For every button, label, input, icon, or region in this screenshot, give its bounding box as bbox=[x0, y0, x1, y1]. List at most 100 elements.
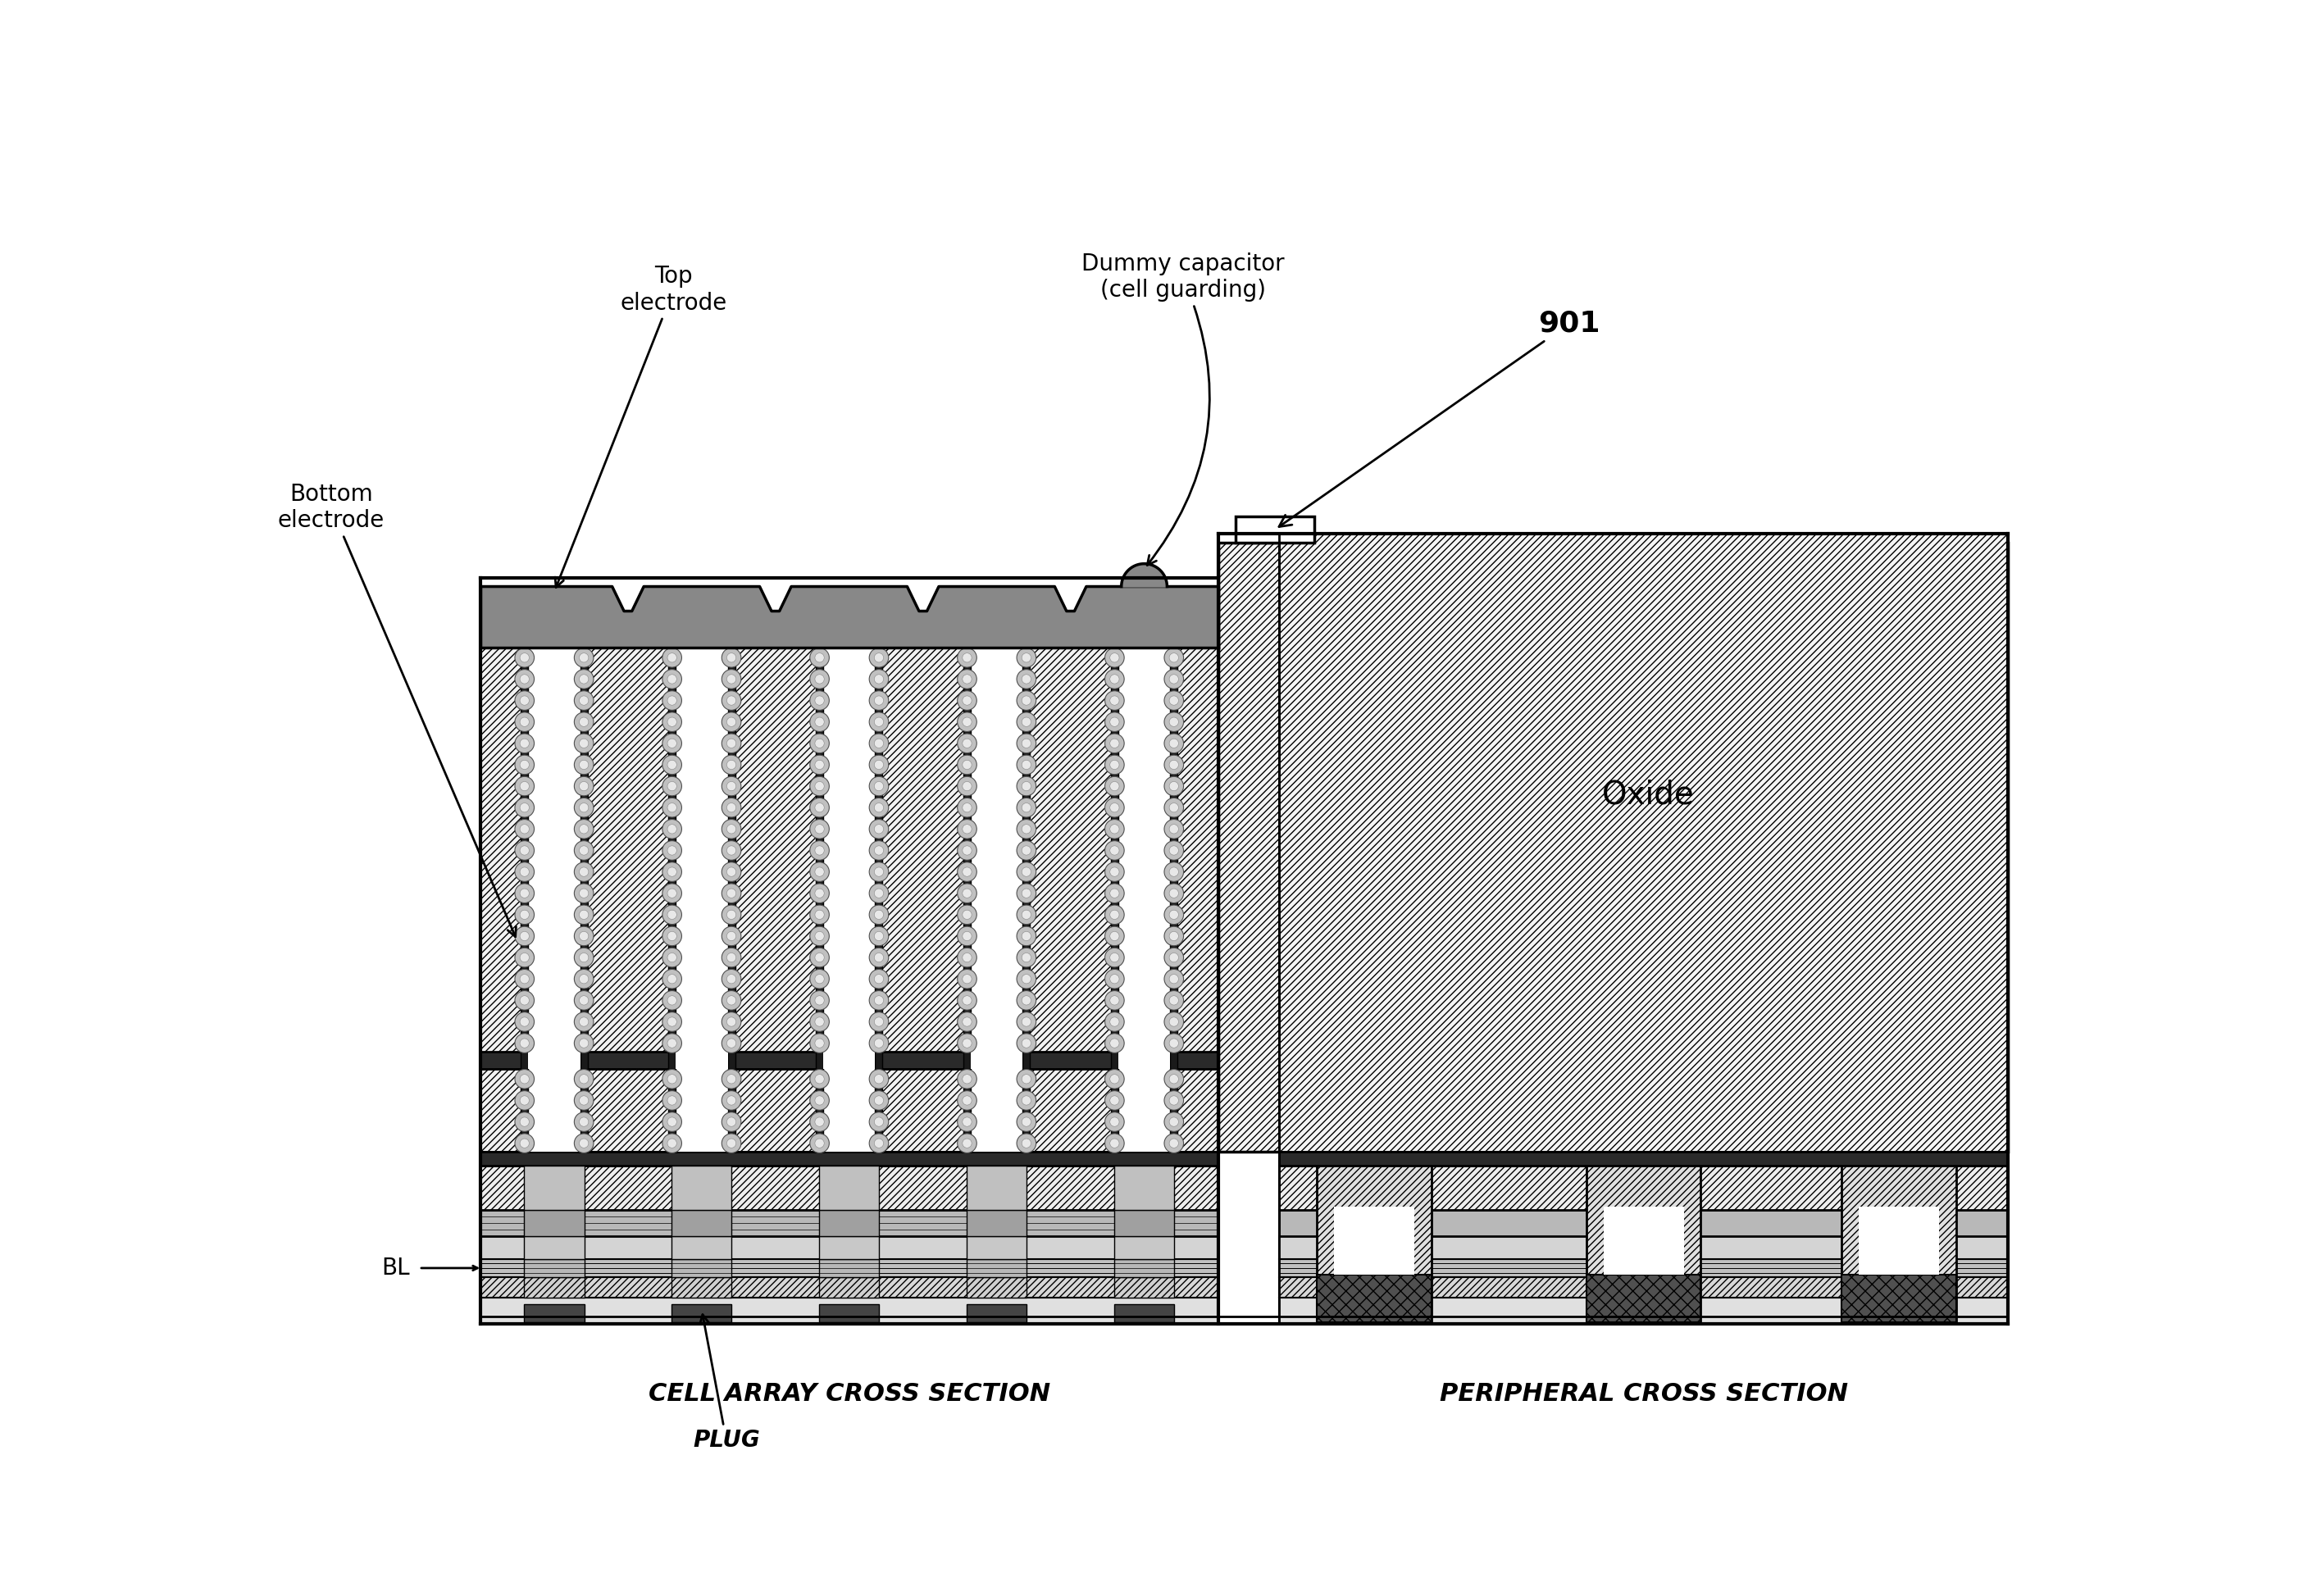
Circle shape bbox=[1106, 862, 1124, 881]
Circle shape bbox=[875, 1117, 884, 1127]
Circle shape bbox=[515, 734, 533, 753]
Circle shape bbox=[722, 862, 741, 881]
Circle shape bbox=[958, 841, 976, 860]
Circle shape bbox=[579, 1138, 589, 1148]
Circle shape bbox=[1022, 1138, 1032, 1148]
Bar bbox=[1586, 1152, 1701, 1321]
Circle shape bbox=[1106, 991, 1124, 1010]
Circle shape bbox=[1022, 846, 1032, 855]
Circle shape bbox=[667, 974, 676, 983]
Circle shape bbox=[727, 1096, 736, 1104]
Bar bbox=[824, 1052, 875, 1069]
Bar bbox=[1170, 1052, 1177, 1069]
Circle shape bbox=[575, 1112, 593, 1132]
Circle shape bbox=[1106, 1090, 1124, 1111]
Bar bbox=[676, 1069, 727, 1152]
Text: Top
electrode: Top electrode bbox=[556, 265, 727, 587]
Circle shape bbox=[662, 734, 681, 753]
Bar bbox=[1115, 1210, 1175, 1235]
Circle shape bbox=[662, 862, 681, 881]
Bar bbox=[824, 1069, 875, 1152]
Circle shape bbox=[958, 991, 976, 1010]
Circle shape bbox=[1106, 1069, 1124, 1088]
Circle shape bbox=[519, 760, 529, 769]
Circle shape bbox=[515, 819, 533, 838]
Circle shape bbox=[1106, 948, 1124, 967]
Circle shape bbox=[1106, 734, 1124, 753]
Circle shape bbox=[575, 712, 593, 731]
Circle shape bbox=[1018, 884, 1036, 903]
Circle shape bbox=[519, 932, 529, 940]
Circle shape bbox=[662, 969, 681, 988]
Circle shape bbox=[515, 884, 533, 903]
Text: Oxide: Oxide bbox=[1602, 779, 1694, 811]
Circle shape bbox=[1022, 889, 1032, 899]
Circle shape bbox=[815, 846, 824, 855]
Circle shape bbox=[515, 691, 533, 710]
Circle shape bbox=[519, 1096, 529, 1104]
Circle shape bbox=[722, 669, 741, 689]
Circle shape bbox=[815, 867, 824, 876]
Circle shape bbox=[667, 846, 676, 855]
Bar bbox=[480, 648, 1219, 1152]
Circle shape bbox=[1170, 1096, 1179, 1104]
Circle shape bbox=[1163, 691, 1184, 710]
Bar bbox=[1842, 1275, 1955, 1321]
Circle shape bbox=[810, 712, 829, 731]
Circle shape bbox=[1110, 653, 1119, 662]
Bar bbox=[819, 1277, 879, 1298]
Circle shape bbox=[1106, 669, 1124, 689]
Circle shape bbox=[575, 777, 593, 796]
Circle shape bbox=[875, 803, 884, 812]
Circle shape bbox=[727, 932, 736, 940]
Circle shape bbox=[667, 675, 676, 683]
Circle shape bbox=[722, 755, 741, 774]
Text: Bottom
electrode: Bottom electrode bbox=[277, 482, 517, 937]
Bar bbox=[727, 1052, 734, 1069]
Circle shape bbox=[958, 691, 976, 710]
Bar bbox=[824, 648, 875, 1052]
Circle shape bbox=[875, 1096, 884, 1104]
Bar bbox=[480, 1052, 1219, 1069]
Circle shape bbox=[1018, 841, 1036, 860]
Circle shape bbox=[1106, 648, 1124, 667]
Circle shape bbox=[662, 712, 681, 731]
Circle shape bbox=[810, 1012, 829, 1031]
Bar bbox=[1279, 1235, 2008, 1259]
Circle shape bbox=[1170, 760, 1179, 769]
Circle shape bbox=[667, 932, 676, 940]
Bar bbox=[967, 1259, 1027, 1277]
Circle shape bbox=[519, 889, 529, 899]
Circle shape bbox=[870, 734, 889, 753]
Circle shape bbox=[810, 862, 829, 881]
Circle shape bbox=[667, 1039, 676, 1049]
Circle shape bbox=[810, 669, 829, 689]
Circle shape bbox=[958, 1133, 976, 1152]
Circle shape bbox=[815, 974, 824, 983]
Bar bbox=[1119, 648, 1170, 1052]
Bar bbox=[1022, 1052, 1029, 1069]
Circle shape bbox=[962, 974, 972, 983]
Circle shape bbox=[1106, 819, 1124, 838]
Circle shape bbox=[667, 953, 676, 962]
Bar bbox=[875, 1069, 882, 1152]
Bar bbox=[815, 1052, 824, 1069]
Circle shape bbox=[962, 1039, 972, 1049]
Bar bbox=[967, 1235, 1027, 1259]
Bar bbox=[1115, 1304, 1175, 1321]
Circle shape bbox=[875, 696, 884, 705]
Circle shape bbox=[870, 712, 889, 731]
Bar bbox=[1119, 1069, 1170, 1152]
Text: PLUG: PLUG bbox=[692, 1315, 759, 1452]
Circle shape bbox=[1163, 648, 1184, 667]
Bar bbox=[967, 1304, 1027, 1321]
Circle shape bbox=[962, 1074, 972, 1084]
Circle shape bbox=[815, 782, 824, 790]
Bar bbox=[1279, 533, 2008, 1152]
Bar bbox=[669, 1069, 676, 1152]
Circle shape bbox=[1110, 867, 1119, 876]
Circle shape bbox=[875, 717, 884, 726]
Circle shape bbox=[1018, 1133, 1036, 1152]
Bar bbox=[1022, 1069, 1029, 1152]
Circle shape bbox=[727, 696, 736, 705]
